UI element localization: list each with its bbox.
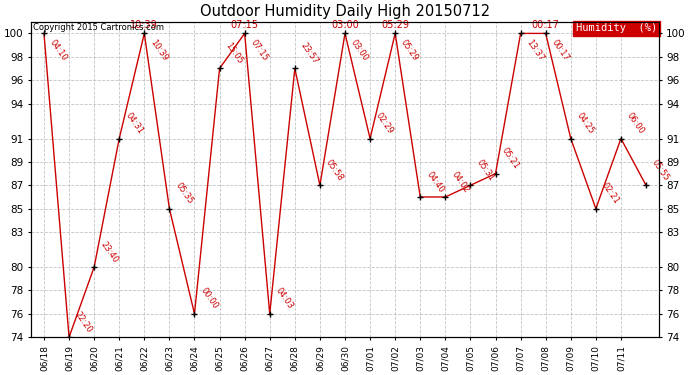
Text: 02:21: 02:21 xyxy=(600,181,621,206)
Text: 05:35: 05:35 xyxy=(174,181,195,206)
Text: 10:39: 10:39 xyxy=(148,38,170,62)
Text: 00:17: 00:17 xyxy=(532,20,560,30)
Text: 05:55: 05:55 xyxy=(650,158,671,183)
Text: 03:00: 03:00 xyxy=(331,20,359,30)
Text: 00:17: 00:17 xyxy=(550,38,571,62)
Text: 07:15: 07:15 xyxy=(230,20,259,30)
Text: 23:57: 23:57 xyxy=(299,41,320,66)
Text: 13:37: 13:37 xyxy=(525,38,546,63)
Text: 07:15: 07:15 xyxy=(249,38,270,62)
Text: 04:40: 04:40 xyxy=(424,170,446,194)
Text: 15:05: 15:05 xyxy=(224,41,245,66)
Text: 00:00: 00:00 xyxy=(199,286,219,311)
Text: 04:03: 04:03 xyxy=(274,286,295,311)
Title: Outdoor Humidity Daily High 20150712: Outdoor Humidity Daily High 20150712 xyxy=(200,4,490,19)
Text: 05:29: 05:29 xyxy=(400,38,420,62)
Text: 05:58: 05:58 xyxy=(324,158,345,183)
Text: 04:31: 04:31 xyxy=(124,111,144,136)
Text: 22:20: 22:20 xyxy=(73,310,95,334)
Text: 23:40: 23:40 xyxy=(98,240,119,264)
Text: 10:39: 10:39 xyxy=(130,20,158,30)
Text: 04:02: 04:02 xyxy=(449,170,471,194)
Text: 06:00: 06:00 xyxy=(625,111,646,136)
Text: 05:29: 05:29 xyxy=(381,20,409,30)
Text: 05:21: 05:21 xyxy=(500,146,521,171)
Text: Copyright 2015 Cartronics.com: Copyright 2015 Cartronics.com xyxy=(32,23,164,32)
Text: 04:25: 04:25 xyxy=(575,111,596,136)
Text: 02:29: 02:29 xyxy=(374,111,395,136)
Text: Humidity  (%): Humidity (%) xyxy=(576,23,658,33)
Text: 04:10: 04:10 xyxy=(48,38,69,62)
Text: 05:31: 05:31 xyxy=(475,158,495,183)
Text: 03:00: 03:00 xyxy=(349,38,371,62)
